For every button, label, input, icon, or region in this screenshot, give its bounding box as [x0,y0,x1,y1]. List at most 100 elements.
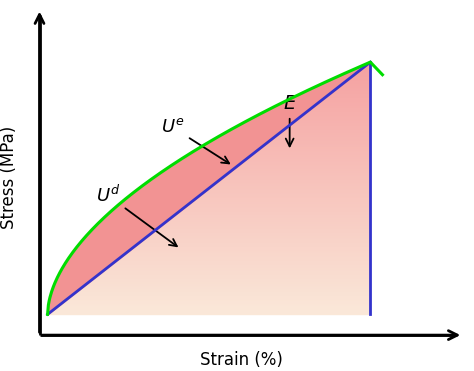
Polygon shape [65,299,370,301]
Polygon shape [73,293,370,294]
Polygon shape [333,90,370,91]
Polygon shape [298,118,370,119]
Polygon shape [178,211,370,212]
Polygon shape [237,165,370,167]
Polygon shape [161,225,370,226]
Polygon shape [177,212,370,213]
Polygon shape [319,101,370,102]
Polygon shape [256,150,370,152]
Polygon shape [64,301,370,302]
Polygon shape [232,169,370,171]
Polygon shape [324,98,370,99]
Polygon shape [361,68,370,70]
Polygon shape [365,65,370,66]
Polygon shape [278,133,370,134]
Polygon shape [302,114,370,115]
Polygon shape [285,128,370,129]
Polygon shape [69,297,370,298]
Polygon shape [49,312,370,313]
Polygon shape [214,183,370,184]
Polygon shape [308,110,370,111]
Polygon shape [196,197,370,198]
Polygon shape [265,143,370,144]
Polygon shape [94,276,370,278]
Polygon shape [337,87,370,89]
Polygon shape [345,81,370,82]
Polygon shape [306,111,370,112]
Polygon shape [167,220,370,221]
Polygon shape [188,203,370,205]
Polygon shape [194,198,370,200]
Polygon shape [106,268,370,269]
Polygon shape [102,270,370,272]
Polygon shape [243,161,370,162]
Polygon shape [141,240,370,241]
Polygon shape [310,108,370,109]
Polygon shape [286,127,370,128]
Polygon shape [112,263,370,264]
Polygon shape [335,89,370,90]
Polygon shape [248,157,370,158]
Polygon shape [75,292,370,293]
Polygon shape [341,83,370,85]
Polygon shape [93,278,370,279]
Polygon shape [51,311,370,312]
Polygon shape [59,304,370,305]
Polygon shape [241,162,370,163]
Polygon shape [233,168,370,169]
Polygon shape [149,234,370,235]
Polygon shape [267,142,370,143]
Polygon shape [367,63,370,65]
Polygon shape [245,159,370,161]
Polygon shape [275,135,370,137]
Polygon shape [259,148,370,149]
Polygon shape [147,235,370,236]
Text: $U^d$: $U^d$ [96,185,177,246]
Polygon shape [78,289,370,290]
Polygon shape [246,158,370,159]
Text: $U^e$: $U^e$ [161,118,229,163]
Polygon shape [291,123,370,124]
Polygon shape [133,246,370,247]
Polygon shape [170,217,370,219]
Polygon shape [317,102,370,104]
Polygon shape [62,302,370,303]
Polygon shape [222,177,370,178]
Polygon shape [67,298,370,299]
Polygon shape [128,250,370,251]
Polygon shape [351,76,370,77]
Polygon shape [272,138,370,139]
Polygon shape [322,99,370,100]
Polygon shape [356,72,370,73]
Polygon shape [217,181,370,182]
Polygon shape [201,193,370,194]
Polygon shape [364,66,370,67]
Polygon shape [88,282,370,283]
Polygon shape [264,144,370,145]
Polygon shape [328,93,370,95]
Polygon shape [120,256,370,257]
Polygon shape [137,244,370,245]
Polygon shape [215,182,370,183]
Polygon shape [82,286,370,288]
Polygon shape [172,216,370,217]
Polygon shape [164,222,370,224]
Polygon shape [204,191,370,192]
Polygon shape [118,257,370,259]
Polygon shape [327,95,370,96]
Polygon shape [98,274,370,275]
Polygon shape [86,283,370,284]
Polygon shape [190,202,370,203]
Polygon shape [296,119,370,120]
Polygon shape [293,121,370,123]
Polygon shape [369,62,370,63]
Polygon shape [320,100,370,101]
Polygon shape [162,224,370,225]
Polygon shape [346,80,370,81]
Polygon shape [146,236,370,237]
Polygon shape [209,187,370,188]
Polygon shape [193,200,370,201]
Polygon shape [359,70,370,71]
Polygon shape [104,269,370,270]
Polygon shape [122,255,370,256]
